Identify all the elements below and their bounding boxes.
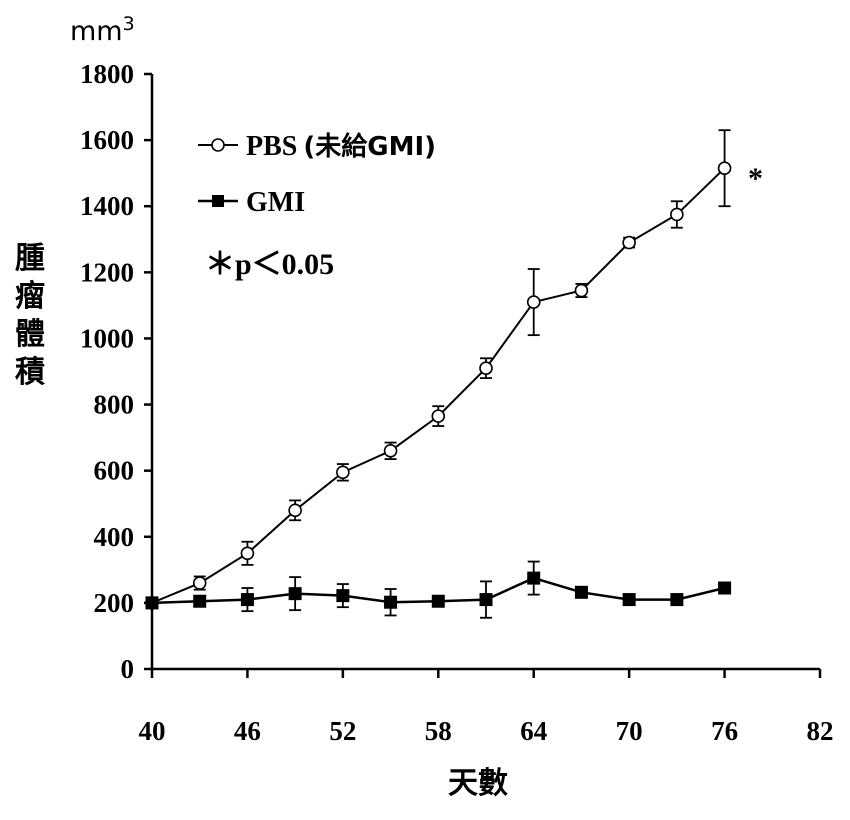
axes [150, 74, 820, 671]
y-axis-title-char-4: 積 [15, 355, 45, 390]
y-tick-label: 800 [94, 390, 135, 420]
data-point-pbs [717, 161, 732, 176]
data-point-gmi [670, 593, 684, 607]
y-tick-label: 400 [94, 522, 135, 552]
series-line [151, 167, 726, 604]
x-axis-ticks: 40 46 52 58 64 70 76 82 [139, 669, 834, 746]
data-point-gmi [384, 595, 398, 609]
data-point-pbs [574, 283, 589, 298]
series-gmi [145, 560, 732, 619]
x-tick-label: 52 [329, 716, 356, 746]
legend: PBS (未給GMI) GMI [198, 131, 436, 218]
x-tick-label: 70 [616, 716, 643, 746]
y-tick-label: 200 [94, 588, 135, 618]
x-tick-label: 58 [425, 716, 452, 746]
y-axis-title-char-3: 體 [15, 317, 45, 352]
significance-star: * [748, 162, 763, 195]
data-point-gmi [718, 581, 732, 595]
data-point-pbs [240, 546, 255, 561]
data-point-pbs [431, 409, 446, 423]
y-tick-label: 1600 [80, 125, 134, 155]
legend-pbs-label: PBS (未給GMI) [246, 131, 436, 162]
y-tick-label: 1800 [80, 59, 134, 89]
x-tick-label: 64 [520, 716, 547, 746]
x-tick-label: 40 [139, 716, 166, 746]
y-unit-label: mm3 [70, 13, 135, 47]
x-tick-label: 76 [711, 716, 738, 746]
data-point-pbs [526, 295, 541, 309]
data-point-gmi [574, 585, 588, 599]
data-point-pbs [670, 207, 684, 222]
data-point-gmi [479, 593, 493, 607]
x-axis-title: 天數 [448, 766, 508, 801]
data-point-gmi [622, 593, 636, 607]
data-point-gmi [145, 596, 159, 610]
x-tick-label: 46 [234, 716, 261, 746]
data-point-gmi [527, 571, 541, 585]
y-axis-title-char-1: 腫 [15, 241, 45, 276]
legend-pbs-marker [211, 138, 225, 152]
y-axis-ticks: 0 200 400 600 800 1000 1200 1400 1600 1800 [80, 59, 152, 684]
data-point-gmi [336, 589, 350, 603]
x-tick-label: 82 [807, 716, 834, 746]
p-value-annotation: ＊p＜0.05 [205, 248, 334, 281]
data-point-pbs [192, 576, 207, 590]
data-point-pbs [383, 444, 398, 458]
data-point-pbs [479, 361, 493, 375]
data-point-gmi [431, 594, 445, 608]
data-point-gmi [193, 594, 207, 608]
data-point-gmi [288, 587, 302, 601]
y-tick-label: 600 [94, 456, 135, 486]
data-point-gmi [240, 593, 254, 607]
y-axis-title-char-2: 瘤 [15, 279, 45, 314]
data-point-pbs [336, 465, 350, 480]
legend-gmi-label: GMI [246, 187, 305, 218]
legend-gmi-marker [212, 195, 224, 207]
y-tick-label: 0 [121, 654, 135, 684]
y-tick-label: 1200 [80, 257, 134, 287]
y-tick-label: 1000 [80, 323, 134, 353]
y-tick-label: 1400 [80, 191, 134, 221]
data-point-pbs [288, 503, 302, 518]
data-point-pbs [622, 235, 636, 250]
